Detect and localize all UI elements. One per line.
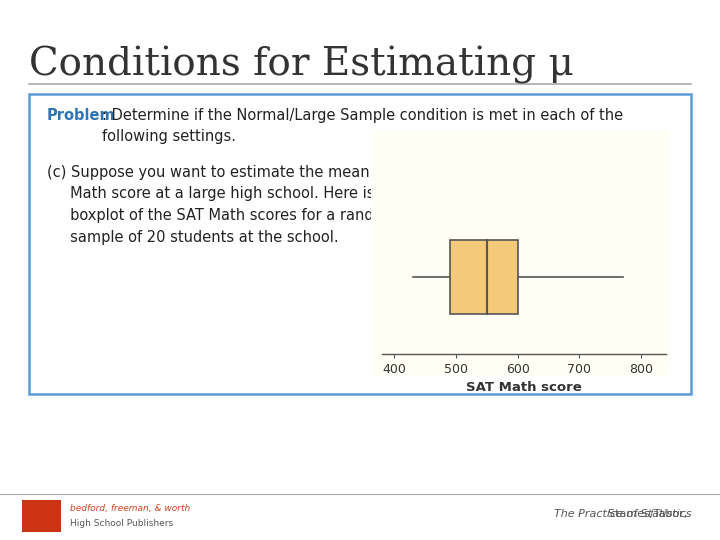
- Text: The Practice of Statistics: The Practice of Statistics: [505, 509, 691, 519]
- Text: bedford, freeman, & worth: bedford, freeman, & worth: [70, 504, 190, 513]
- FancyBboxPatch shape: [371, 130, 670, 375]
- Text: Problem: Problem: [47, 108, 115, 123]
- FancyBboxPatch shape: [29, 94, 691, 394]
- Text: Conditions for Estimating μ: Conditions for Estimating μ: [29, 46, 574, 84]
- X-axis label: SAT Math score: SAT Math score: [466, 381, 582, 394]
- Bar: [449, 240, 518, 314]
- Text: High School Publishers: High School Publishers: [70, 519, 173, 529]
- Text: (c) Suppose you want to estimate the mean SAT
     Math score at a large high sc: (c) Suppose you want to estimate the mea…: [47, 165, 402, 245]
- FancyBboxPatch shape: [22, 500, 61, 532]
- Text: : Determine if the Normal/Large Sample condition is met in each of the
following: : Determine if the Normal/Large Sample c…: [102, 108, 624, 144]
- Text: Stames/Tabor,: Stames/Tabor,: [608, 509, 691, 519]
